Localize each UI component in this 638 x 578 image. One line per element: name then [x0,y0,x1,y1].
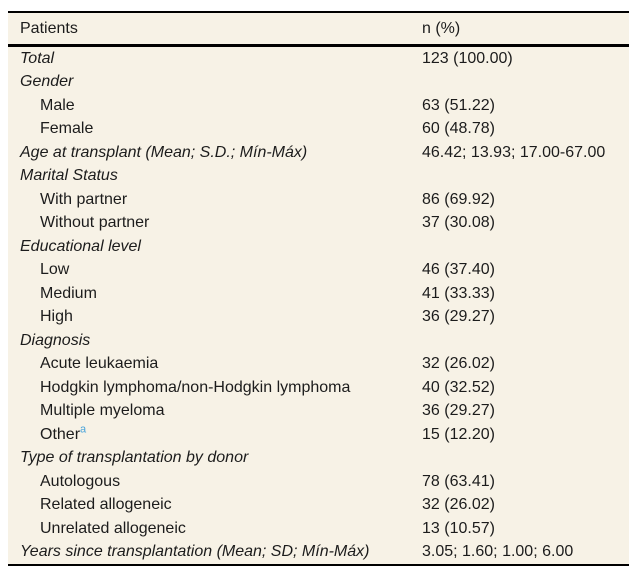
footnote-marker: a [80,423,87,436]
row-label-cell: Type of transplantation by donor [8,447,422,471]
row-value-cell: 63 (51.22) [422,96,495,114]
row-label: Hodgkin lymphoma/non-Hodgkin lymphoma [40,378,351,396]
row-label-cell: Gender [8,71,422,95]
table-body: Total 123 (100.00) Gender Male 63 (51.22) Fem… [8,46,629,566]
table-row: Hodgkin lymphoma/non-Hodgkin lymphoma 40 … [8,376,629,400]
row-value-cell: 123 (100.00) [422,49,513,67]
row-label-cell: Educational level [8,235,422,259]
row-label-cell: Male [8,94,422,118]
row-value-cell [422,235,629,259]
row-label-cell: Years since transplantation (Mean; SD; M… [8,541,422,566]
row-label: Male [40,96,75,114]
row-label: Related allogeneic [40,496,172,514]
row-value-cell: 32 (26.02) [422,355,495,373]
row-label-cell: Medium [8,282,422,306]
row-label-cell: Marital Status [8,165,422,189]
row-label: Age at transplant (Mean; S.D.; Mín-Máx) [20,143,308,161]
row-label: High [40,308,73,326]
table-row: Acute leukaemia 32 (26.02) [8,353,629,377]
row-value-cell: 60 (48.78) [422,120,495,138]
table-row: Type of transplantation by donor [8,447,629,471]
header-row: Patients n (%) [8,12,629,47]
table-row: Low 46 (37.40) [8,259,629,283]
table-row: Othera 15 (12.20) [8,423,629,447]
table-row: Autologous 78 (63.41) [8,470,629,494]
col-header-n-percent: n (%) [422,12,629,47]
row-value-cell: 78 (63.41) [422,472,495,490]
row-label: Marital Status [20,167,118,185]
row-label: Other [40,425,81,443]
row-label: Multiple myeloma [40,402,165,420]
table-row: Unrelated allogeneic 13 (10.57) [8,517,629,541]
table-row: Multiple myeloma 36 (29.27) [8,400,629,424]
row-value-cell: 41 (33.33) [422,284,495,302]
row-label: Medium [40,284,97,302]
table-row: Related allogeneic 32 (26.02) [8,494,629,518]
row-value-cell: 46 (37.40) [422,261,495,279]
table-row: Educational level [8,235,629,259]
table-row: Female 60 (48.78) [8,118,629,142]
row-value-cell: 36 (29.27) [422,402,495,420]
row-label: Type of transplantation by donor [20,449,249,467]
patients-table: Patients n (%) Total 123 (100.00) Gender Ma… [8,11,629,566]
table-row: Total 123 (100.00) [8,46,629,71]
table-row: Male 63 (51.22) [8,94,629,118]
row-value-cell: 86 (69.92) [422,190,495,208]
row-label: With partner [40,190,128,208]
row-label-cell: Total [8,46,422,71]
table-row: Years since transplantation (Mean; SD; M… [8,541,629,566]
row-label-cell: Hodgkin lymphoma/non-Hodgkin lymphoma [8,376,422,400]
row-label-cell: Multiple myeloma [8,400,422,424]
row-value-cell [422,447,629,471]
row-label: Years since transplantation (Mean; SD; M… [20,543,370,561]
row-label-cell: With partner [8,188,422,212]
row-label-cell: Unrelated allogeneic [8,517,422,541]
row-value-cell [422,165,629,189]
row-label: Diagnosis [20,331,91,349]
table-row: Diagnosis [8,329,629,353]
row-label-cell: Acute leukaemia [8,353,422,377]
row-label-cell: Related allogeneic [8,494,422,518]
col-header-patients: Patients [8,12,422,47]
row-label: Autologous [40,472,121,490]
table-row: With partner 86 (69.92) [8,188,629,212]
row-value-cell: 3.05; 1.60; 1.00; 6.00 [422,543,574,561]
row-label-cell: Autologous [8,470,422,494]
row-value-cell: 46.42; 13.93; 17.00-67.00 [422,143,606,161]
row-value-cell: 13 (10.57) [422,519,495,537]
row-label-cell: Female [8,118,422,142]
row-label: Female [40,120,94,138]
row-label-cell: Othera [8,423,422,447]
row-value-cell [422,71,629,95]
table-row: High 36 (29.27) [8,306,629,330]
row-label-cell: Age at transplant (Mean; S.D.; Mín-Máx) [8,141,422,165]
row-label-cell: Low [8,259,422,283]
row-value-cell: 36 (29.27) [422,308,495,326]
row-label: Low [40,261,70,279]
row-label-cell: Without partner [8,212,422,236]
table-row: Age at transplant (Mean; S.D.; Mín-Máx) 4… [8,141,629,165]
row-label: Gender [20,73,74,91]
row-value-cell: 37 (30.08) [422,214,495,232]
row-label: Educational level [20,237,141,255]
table-row: Medium 41 (33.33) [8,282,629,306]
row-label: Total [20,49,55,67]
row-label: Acute leukaemia [40,355,159,373]
table-row: Gender [8,71,629,95]
table-row: Marital Status [8,165,629,189]
table-row: Without partner 37 (30.08) [8,212,629,236]
row-label: Unrelated allogeneic [40,519,186,537]
row-label-cell: Diagnosis [8,329,422,353]
row-value-cell: 40 (32.52) [422,378,495,396]
row-label-cell: High [8,306,422,330]
row-label: Without partner [40,214,150,232]
row-value-cell: 32 (26.02) [422,496,495,514]
row-value-cell [422,329,629,353]
row-value-cell: 15 (12.20) [422,425,495,443]
table-head: Patients n (%) [8,12,629,47]
